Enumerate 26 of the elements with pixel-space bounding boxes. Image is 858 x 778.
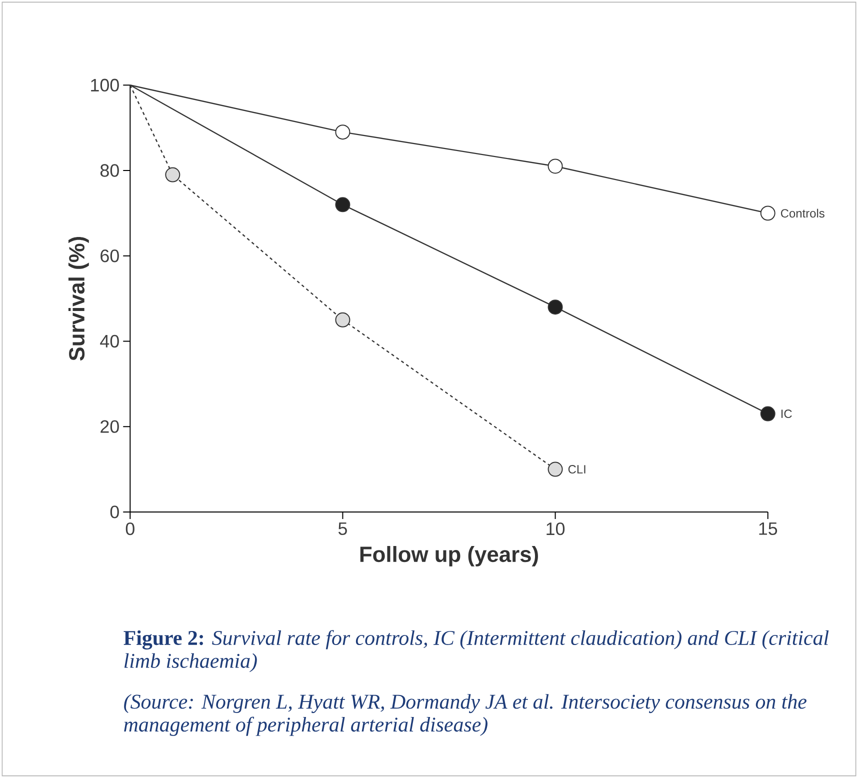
- x-tick-label: 5: [338, 522, 347, 535]
- x-tick-label: 15: [759, 522, 778, 535]
- text: Figure 2: Survival rate for controls, IC (Intermittent claudication) and CLI (critical limb ischaemia): [124, 630, 829, 672]
- y-tick-label: 0: [110, 506, 119, 518]
- x-tick-label: 10: [546, 522, 565, 536]
- point: [335, 124, 350, 140]
- y-tick-label: 80: [100, 164, 119, 177]
- y-tick-label: 60: [100, 249, 119, 262]
- text: (Source: Norgren L, Hyatt WR, Dormandy JA et al. Intersociety consensus on the management of peripheral arterial disease): [124, 694, 806, 736]
- y-axis-title: Survival (%): [68, 236, 89, 361]
- point: [548, 300, 563, 315]
- series-label: CLI: [568, 465, 586, 474]
- point: [335, 197, 350, 212]
- point: [548, 462, 563, 477]
- x-axis-title: Follow up (years): [360, 546, 538, 566]
- y-tick-label: 100: [91, 78, 119, 92]
- point: [165, 167, 180, 182]
- y-tick-label: 40: [100, 334, 119, 348]
- x-tick-label: 0: [126, 522, 134, 536]
- series-label: Controls: [780, 208, 824, 218]
- y-tick-label: 20: [100, 420, 119, 433]
- point: [548, 158, 563, 174]
- point: [335, 312, 350, 328]
- series-label: IC: [781, 410, 792, 418]
- point: [760, 206, 776, 221]
- point: [760, 406, 776, 422]
